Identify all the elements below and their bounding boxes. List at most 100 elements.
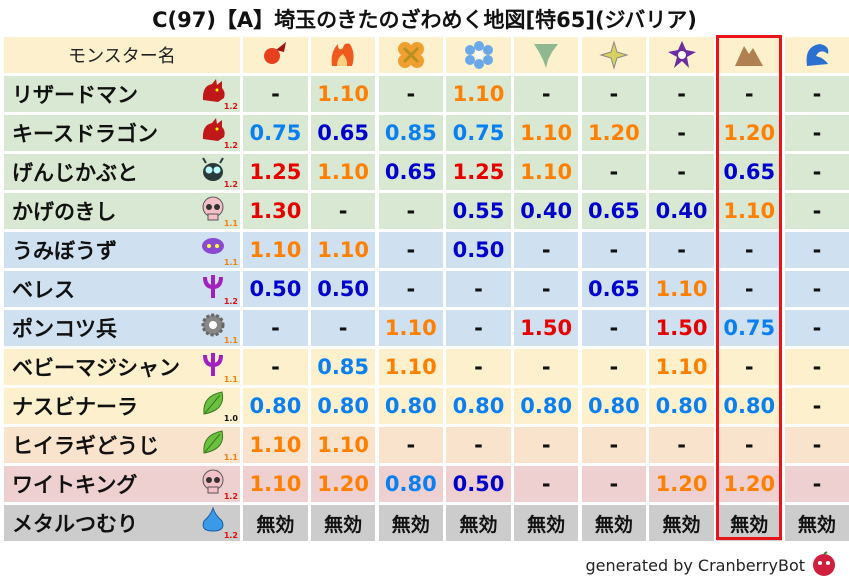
monster-name-cell: キースドラゴン 1.2 (4, 115, 240, 151)
resistance-value: 1.10 (310, 154, 376, 190)
blue-slime-icon (202, 507, 224, 532)
resistance-value: 0.80 (310, 388, 376, 424)
resistance-value: - (581, 76, 647, 112)
column-header-element (446, 37, 511, 73)
resistance-value: - (581, 154, 647, 190)
resistance-value: - (784, 232, 849, 268)
resistance-value: 1.25 (243, 154, 308, 190)
resistance-value: - (784, 154, 849, 190)
resistance-value: 0.85 (310, 349, 376, 385)
resistance-value: 0.80 (717, 388, 782, 424)
resistance-value: 1.30 (243, 193, 308, 229)
resistance-value: - (784, 466, 849, 502)
column-header-element (581, 37, 647, 73)
page-title: C(97)【A】埼玉のきたのざわめく地図[特65](ジバリア) (152, 8, 697, 32)
purple-octopus-icon (202, 238, 224, 254)
beetle-icon (202, 157, 224, 181)
monster-rank-badge: 1.1 (223, 453, 238, 462)
monster-name-cell: ベレス 1.2 (4, 271, 240, 307)
footer-credit: generated by CranberryBot (585, 556, 805, 575)
resistance-value: - (717, 232, 782, 268)
column-header-element (378, 37, 444, 73)
resistance-value: - (717, 76, 782, 112)
resistance-value: 1.10 (310, 76, 376, 112)
resistance-value: 1.10 (310, 427, 376, 463)
monster-name-cell: ポンコツ兵 1.1 (4, 310, 240, 346)
column-header-element (649, 37, 714, 73)
resistance-value: 0.65 (310, 115, 376, 151)
resistance-value: - (378, 427, 444, 463)
resistance-value: - (649, 427, 714, 463)
monster-rank-badge: 1.2 (223, 180, 238, 189)
water-wave-icon (806, 44, 829, 66)
monster-name-cell: ナスビナーラ 1.0 (4, 388, 240, 424)
monster-name: うみぼうず (12, 239, 117, 263)
resistance-value: 無効 (310, 505, 376, 541)
resistance-value: - (243, 349, 308, 385)
monster-name-cell: ワイトキング 1.2 (4, 466, 240, 502)
resistance-value: - (446, 310, 511, 346)
monster-name-cell: リザードマン 1.2 (4, 76, 240, 112)
monster-rank-badge: 1.1 (223, 258, 238, 267)
resistance-value: 0.80 (581, 388, 647, 424)
tornado-icon (534, 44, 559, 68)
resistance-value: - (378, 232, 444, 268)
monster-name: ナスビナーラ (12, 395, 138, 419)
resistance-value: 0.75 (717, 310, 782, 346)
resistance-value: 0.80 (243, 388, 308, 424)
fireball-icon (264, 42, 287, 64)
resistance-value: - (310, 310, 376, 346)
resistance-value: - (513, 76, 579, 112)
monster-rank-badge: 1.2 (223, 102, 238, 111)
resistance-value: - (717, 349, 782, 385)
column-header-element (513, 37, 579, 73)
resistance-value: 無効 (243, 505, 308, 541)
resistance-value: 1.20 (649, 466, 714, 502)
resistance-value: - (513, 271, 579, 307)
resistance-value: - (446, 271, 511, 307)
monster-name: ヒイラギどうじ (12, 434, 159, 458)
lightning-icon (599, 40, 629, 70)
resistance-value: - (649, 115, 714, 151)
resistance-value: - (717, 271, 782, 307)
resistance-value: - (243, 76, 308, 112)
resistance-value: 1.10 (649, 349, 714, 385)
resistance-value: - (243, 310, 308, 346)
resistance-value: 1.10 (310, 232, 376, 268)
resistance-value: - (581, 349, 647, 385)
monster-name: ベビーマジシャン (12, 356, 180, 380)
resistance-value: 1.50 (513, 310, 579, 346)
monster-name-cell: ヒイラギどうじ 1.1 (4, 427, 240, 463)
resistance-value: - (784, 271, 849, 307)
resistance-value: - (378, 271, 444, 307)
resistance-value: 0.80 (378, 466, 444, 502)
flame-icon (331, 43, 354, 66)
resistance-value: - (717, 427, 782, 463)
cranberry-icon (813, 551, 835, 576)
resistance-value: - (784, 349, 849, 385)
monster-name: ポンコツ兵 (12, 317, 117, 341)
resistance-value: 1.10 (243, 427, 308, 463)
resistance-value: 0.65 (717, 154, 782, 190)
resistance-value: 無効 (378, 505, 444, 541)
resistance-value: 0.65 (581, 193, 647, 229)
resistance-value: 無効 (649, 505, 714, 541)
resistance-value: - (513, 349, 579, 385)
monster-name: リザードマン (12, 83, 138, 107)
resistance-value: 0.40 (513, 193, 579, 229)
skull-icon (202, 196, 224, 221)
column-header-label: モンスター名 (68, 46, 176, 67)
monster-name-cell: メタルつむり 1.2 (4, 505, 240, 541)
resistance-value: 1.10 (243, 232, 308, 268)
resistance-value: 0.50 (243, 271, 308, 307)
resistance-value: - (581, 427, 647, 463)
resistance-value: 1.20 (581, 115, 647, 151)
resistance-value: - (581, 310, 647, 346)
resistance-value: 1.20 (717, 115, 782, 151)
resistance-value: 0.80 (378, 388, 444, 424)
resistance-value: - (784, 310, 849, 346)
resistance-value: 0.80 (649, 388, 714, 424)
resistance-value: - (310, 193, 376, 229)
resistance-value: 無効 (513, 505, 579, 541)
resistance-value: 1.10 (717, 193, 782, 229)
